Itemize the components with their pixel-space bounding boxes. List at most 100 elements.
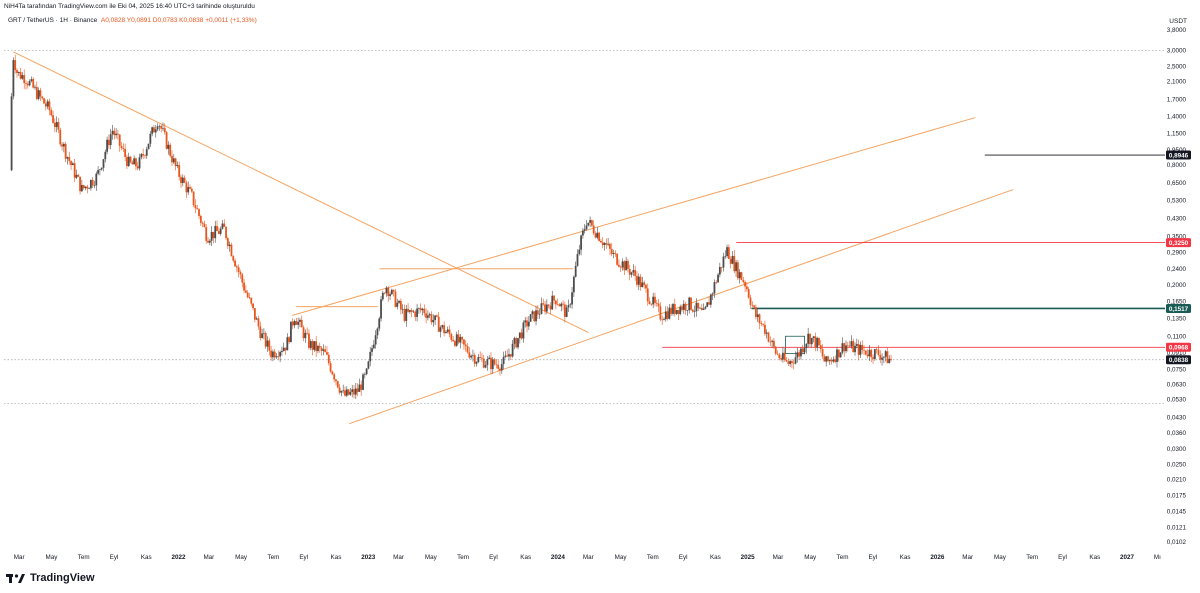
candle-253 bbox=[466, 342, 469, 354]
candle-411 bbox=[751, 301, 754, 307]
candle-body bbox=[208, 240, 211, 243]
candle-365 bbox=[668, 304, 671, 320]
x-tick-11: 2023 bbox=[361, 554, 376, 561]
candle-body bbox=[378, 318, 381, 329]
candle-body bbox=[801, 348, 804, 353]
candle-362 bbox=[663, 317, 665, 321]
candle-body bbox=[445, 331, 447, 334]
candle-body bbox=[560, 303, 563, 307]
candle-92 bbox=[176, 161, 179, 169]
candle-249 bbox=[459, 334, 462, 349]
candle-16 bbox=[39, 87, 42, 102]
candle-body bbox=[414, 311, 417, 317]
candle-338 bbox=[619, 265, 622, 273]
candle-456 bbox=[832, 356, 835, 363]
candle-322 bbox=[590, 219, 593, 228]
candle-body bbox=[787, 361, 790, 364]
candle-377 bbox=[690, 297, 692, 312]
candle-273 bbox=[502, 351, 505, 370]
candle-476 bbox=[868, 345, 871, 361]
candle-body bbox=[504, 355, 507, 357]
price-label-0: 0,8946 bbox=[1166, 150, 1191, 160]
candle-body bbox=[52, 115, 54, 123]
candle-402 bbox=[735, 259, 737, 277]
candle-415 bbox=[758, 313, 761, 330]
candle-body bbox=[299, 319, 301, 322]
candle-240 bbox=[443, 321, 446, 337]
candle-466 bbox=[850, 335, 853, 349]
candle-248 bbox=[457, 329, 460, 345]
candle-body bbox=[773, 340, 775, 347]
candle-body bbox=[228, 244, 231, 247]
candle-112 bbox=[212, 231, 215, 244]
candle-256 bbox=[472, 349, 474, 362]
candle-body bbox=[686, 310, 689, 311]
candle-163 bbox=[304, 329, 307, 343]
candle-body bbox=[32, 79, 35, 88]
candle-body bbox=[796, 352, 799, 358]
candle-body bbox=[890, 358, 892, 360]
candle-body bbox=[749, 297, 752, 305]
candle-body bbox=[509, 354, 512, 357]
candle-body bbox=[691, 309, 694, 312]
candle-141 bbox=[264, 331, 267, 349]
x-tick-22: Kas bbox=[710, 554, 721, 561]
candle-465 bbox=[848, 340, 851, 348]
candle-body bbox=[652, 296, 655, 305]
candle-371 bbox=[679, 304, 682, 316]
candle-body bbox=[677, 309, 680, 315]
candle-160 bbox=[299, 318, 301, 328]
candle-389 bbox=[711, 292, 714, 301]
candle-body bbox=[668, 307, 671, 319]
candle-205 bbox=[380, 295, 382, 322]
candle-body bbox=[778, 354, 781, 359]
candle-450 bbox=[821, 344, 824, 359]
candle-body bbox=[518, 332, 521, 339]
candle-body bbox=[135, 158, 137, 167]
tradingview-logo[interactable]: TradingView bbox=[6, 572, 95, 584]
x-tick-36: Mı bbox=[1154, 554, 1161, 561]
candle-body bbox=[754, 307, 757, 318]
candle-74 bbox=[144, 154, 146, 159]
candle-136 bbox=[255, 316, 258, 320]
candle-body bbox=[664, 311, 667, 320]
candle-body bbox=[506, 355, 509, 357]
candle-body bbox=[149, 133, 152, 144]
price-axis: 3,8000 3,0000 2,5000 2,1000 1,7000 1,4000 1,15… bbox=[1167, 27, 1187, 546]
candle-body bbox=[315, 341, 318, 352]
candle-body bbox=[253, 308, 256, 320]
candle-body bbox=[684, 303, 687, 311]
candle-359 bbox=[657, 299, 660, 313]
dotted-levels bbox=[4, 50, 1165, 404]
candle-481 bbox=[877, 344, 880, 357]
candle-440 bbox=[803, 347, 806, 355]
candle-body bbox=[68, 157, 71, 162]
candle-378 bbox=[691, 308, 694, 313]
candle-body bbox=[455, 334, 458, 346]
candle-body bbox=[614, 253, 617, 254]
candle-body bbox=[344, 390, 346, 396]
candle-159 bbox=[297, 317, 300, 330]
candle-144 bbox=[270, 345, 273, 361]
candle-218 bbox=[403, 304, 406, 323]
candle-body bbox=[774, 346, 777, 354]
candle-56 bbox=[111, 124, 114, 140]
candle-46 bbox=[93, 180, 96, 189]
candles bbox=[10, 54, 892, 399]
candle-471 bbox=[859, 341, 862, 358]
candle-407 bbox=[744, 280, 746, 292]
candle-349 bbox=[639, 273, 642, 291]
candle-body bbox=[104, 151, 107, 160]
candle-body bbox=[131, 162, 134, 165]
candle-397 bbox=[726, 244, 728, 259]
candle-body bbox=[147, 143, 150, 150]
symbol-info[interactable]: GRT / TetherUS · 1H · Binance bbox=[8, 17, 98, 24]
candle-482 bbox=[879, 350, 882, 364]
candle-252 bbox=[464, 340, 467, 352]
candle-54 bbox=[108, 134, 110, 150]
y-tick-12: 0,3500 bbox=[1167, 233, 1187, 240]
candle-body bbox=[551, 295, 554, 310]
candle-body bbox=[596, 232, 599, 238]
candle-body bbox=[113, 130, 116, 136]
